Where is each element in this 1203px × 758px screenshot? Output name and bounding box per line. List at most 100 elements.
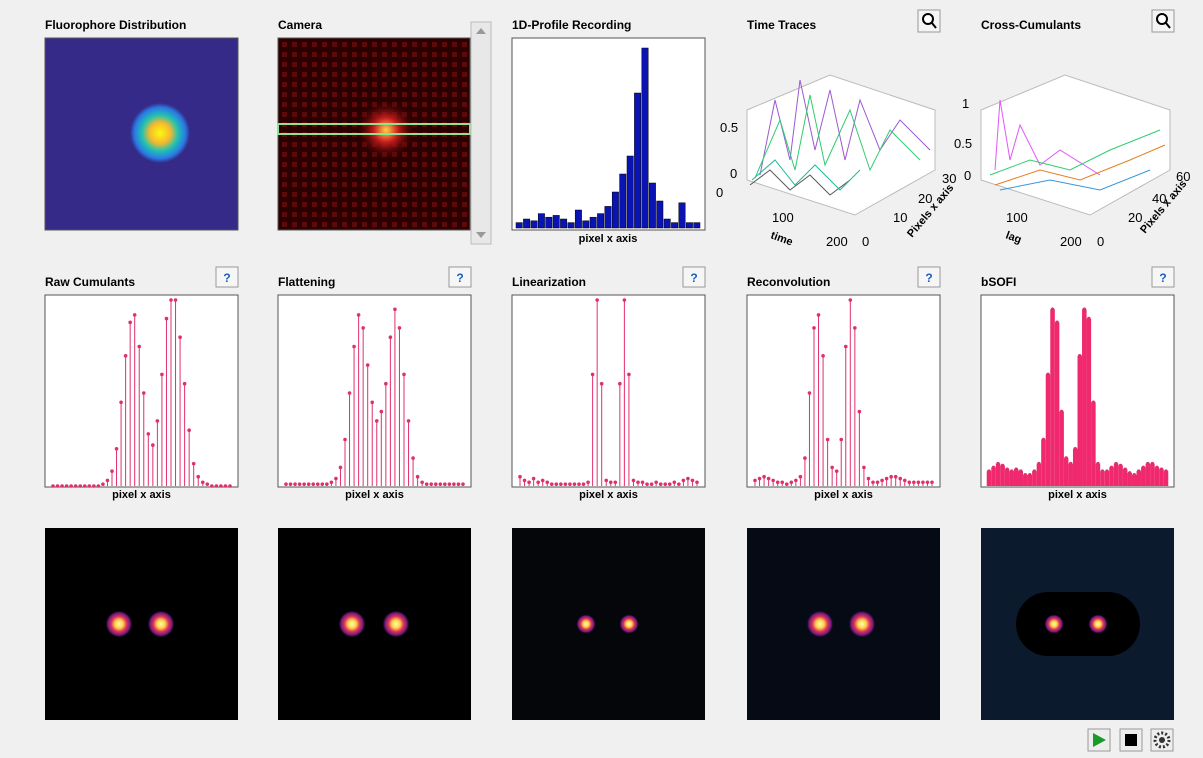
stem bbox=[757, 476, 762, 486]
stem-dot bbox=[87, 484, 92, 488]
help-button[interactable]: ? bbox=[215, 266, 239, 288]
stem bbox=[388, 335, 393, 486]
scrollbar[interactable] bbox=[470, 21, 492, 245]
stem bbox=[1036, 461, 1042, 486]
zoom-button[interactable] bbox=[1151, 9, 1175, 33]
zoom-button[interactable] bbox=[917, 9, 941, 33]
stem bbox=[393, 307, 397, 486]
help-button[interactable]: ? bbox=[682, 266, 706, 288]
help-button-frame[interactable] bbox=[682, 266, 706, 288]
stem-dot bbox=[214, 484, 219, 488]
stem-dot bbox=[627, 372, 631, 377]
cross-cumulants-3d bbox=[980, 74, 1171, 216]
stem bbox=[545, 480, 550, 486]
stem-dot bbox=[572, 482, 577, 486]
stem-dot bbox=[916, 480, 921, 485]
help-button-frame[interactable] bbox=[917, 266, 941, 288]
stem bbox=[87, 484, 92, 488]
stem-dot bbox=[1059, 409, 1064, 414]
stem-dot bbox=[123, 354, 128, 358]
stem-dot bbox=[1087, 316, 1091, 321]
stem bbox=[672, 480, 677, 486]
stem bbox=[1118, 463, 1123, 486]
stem bbox=[789, 480, 794, 486]
stem-dot bbox=[452, 482, 456, 486]
stem-dot bbox=[649, 482, 654, 486]
help-button[interactable]: ? bbox=[448, 266, 472, 288]
tick-label: 30 bbox=[942, 171, 956, 186]
bar bbox=[641, 47, 649, 229]
stem-dot bbox=[352, 344, 356, 349]
stem-dot bbox=[536, 480, 540, 485]
stem-dot bbox=[114, 447, 119, 451]
stem-dot bbox=[784, 482, 789, 486]
stem-dot bbox=[461, 482, 465, 486]
bar bbox=[545, 216, 553, 229]
result-image bbox=[747, 528, 940, 720]
stem bbox=[1023, 473, 1028, 486]
stem bbox=[613, 480, 618, 486]
result-image bbox=[45, 528, 238, 720]
spot bbox=[105, 610, 133, 638]
play-button[interactable] bbox=[1087, 728, 1111, 752]
help-button-frame[interactable] bbox=[448, 266, 472, 288]
stem bbox=[105, 478, 110, 486]
stem-dot bbox=[302, 482, 306, 486]
stem bbox=[1068, 461, 1073, 486]
stem-dot bbox=[875, 480, 880, 485]
stem bbox=[343, 437, 347, 486]
bar bbox=[597, 213, 605, 229]
stem bbox=[667, 482, 672, 486]
bar bbox=[560, 218, 568, 229]
stem-dot bbox=[219, 484, 223, 488]
stem-dot bbox=[622, 298, 627, 302]
stem-bar bbox=[1000, 465, 1005, 486]
stem bbox=[1077, 354, 1083, 486]
stem-bar bbox=[1122, 469, 1128, 486]
help-button[interactable]: ? bbox=[1151, 266, 1175, 288]
help-button-label[interactable]: ? bbox=[1159, 271, 1166, 285]
help-button-label[interactable]: ? bbox=[690, 271, 697, 285]
tick-label: 200 bbox=[826, 234, 848, 249]
stem-dot bbox=[925, 480, 930, 485]
help-button-frame[interactable] bbox=[215, 266, 239, 288]
stem-dot bbox=[595, 298, 599, 302]
settings-button[interactable] bbox=[1150, 728, 1174, 752]
stem-dot bbox=[663, 482, 668, 486]
stem bbox=[1027, 473, 1033, 486]
stem bbox=[695, 480, 699, 486]
stem bbox=[853, 326, 857, 486]
axis-label: pixel x axis bbox=[579, 489, 638, 501]
stem-dot bbox=[1155, 465, 1159, 470]
stem bbox=[654, 480, 658, 486]
stem-bar bbox=[986, 471, 992, 486]
stem bbox=[119, 400, 123, 486]
tick-label: 0 bbox=[730, 166, 737, 181]
help-button-frame[interactable] bbox=[1151, 266, 1175, 288]
stem-dot bbox=[631, 478, 636, 483]
stem-dot bbox=[898, 476, 903, 481]
stem bbox=[55, 484, 60, 488]
stem bbox=[461, 482, 465, 486]
panel-title: Linearization bbox=[512, 275, 586, 289]
help-button[interactable]: ? bbox=[917, 266, 941, 288]
stem bbox=[663, 482, 668, 486]
spot bbox=[619, 614, 639, 634]
stop-button[interactable] bbox=[1119, 728, 1143, 752]
stem-dot bbox=[871, 480, 875, 485]
camera-roi bbox=[277, 123, 471, 135]
axis-label: pixel x axis bbox=[579, 233, 638, 245]
stem-dot bbox=[447, 482, 452, 486]
help-button-label[interactable]: ? bbox=[223, 271, 230, 285]
help-button-label[interactable]: ? bbox=[456, 271, 463, 285]
stem bbox=[447, 482, 452, 486]
stem-dot bbox=[902, 478, 907, 483]
help-button-label[interactable]: ? bbox=[925, 271, 932, 285]
stem bbox=[784, 482, 789, 486]
stem-dot bbox=[128, 320, 132, 325]
stem-dot bbox=[531, 476, 536, 481]
stem bbox=[374, 419, 379, 486]
axis-label: lag bbox=[1004, 230, 1023, 247]
stem bbox=[518, 474, 522, 486]
stem-dot bbox=[205, 482, 210, 486]
